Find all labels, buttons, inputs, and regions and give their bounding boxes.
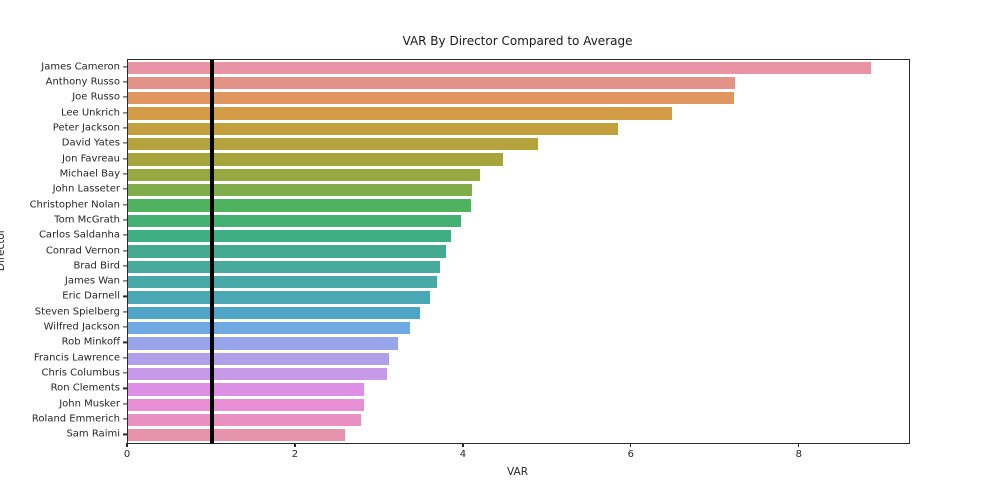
bar — [128, 306, 421, 319]
bar — [128, 291, 431, 304]
bar — [128, 383, 364, 396]
ytick-label: Peter Jackson — [52, 122, 120, 134]
ytick-mark — [123, 295, 127, 298]
bar — [128, 138, 538, 151]
ytick-mark — [123, 96, 127, 98]
bar — [128, 107, 673, 120]
ytick-mark — [123, 418, 127, 420]
ytick-mark — [123, 142, 127, 144]
ytick-mark — [123, 280, 127, 282]
ytick-label: Rob Minkoff — [61, 336, 120, 348]
xtick-mark — [126, 443, 128, 448]
ytick-mark — [123, 203, 127, 206]
ytick-mark — [123, 387, 127, 389]
ytick-label: David Yates — [61, 137, 120, 149]
bar — [128, 61, 872, 74]
ytick-label: John Lasseter — [52, 183, 120, 195]
bar — [128, 245, 447, 258]
ytick-label: Joe Russo — [72, 91, 120, 103]
ytick-label: Anthony Russo — [45, 76, 120, 88]
xtick-label: 0 — [123, 449, 131, 460]
bar — [128, 260, 440, 273]
ytick-label: Jon Favreau — [62, 153, 120, 165]
bar — [128, 122, 618, 136]
ytick-mark — [123, 326, 127, 328]
ytick-mark — [123, 341, 127, 343]
ytick-label: James Wan — [64, 275, 120, 287]
average-reference-line — [210, 60, 214, 443]
ytick-label: Brad Bird — [73, 260, 120, 272]
ytick-mark — [123, 188, 127, 190]
xtick-mark — [798, 443, 800, 448]
xtick-label: 6 — [627, 449, 635, 460]
chart-title: VAR By Director Compared to Average — [402, 34, 633, 48]
xtick-label: 2 — [291, 449, 299, 460]
bar — [128, 230, 452, 243]
x-axis-label: VAR — [507, 466, 528, 478]
bar — [128, 352, 390, 365]
ytick-mark — [123, 234, 127, 236]
ytick-label: Sam Raimi — [66, 428, 120, 440]
xtick-mark — [294, 443, 296, 448]
ytick-mark — [123, 265, 127, 267]
ytick-label: Roland Emmerich — [31, 413, 120, 425]
bar — [128, 429, 345, 442]
bar — [128, 321, 411, 335]
bar — [128, 398, 364, 411]
ytick-mark — [123, 433, 127, 435]
bar — [128, 367, 387, 381]
ytick-mark — [123, 157, 127, 160]
bar — [128, 153, 503, 166]
ytick-mark — [123, 112, 127, 114]
plot-area — [127, 59, 910, 444]
ytick-label: Michael Bay — [59, 168, 120, 180]
ytick-mark — [123, 81, 127, 83]
ytick-label: Wilfred Jackson — [43, 321, 120, 333]
ytick-label: Lee Unkrich — [60, 107, 120, 119]
bar — [128, 184, 473, 197]
ytick-label: Conrad Vernon — [45, 245, 120, 256]
xtick-mark — [462, 443, 464, 448]
bar — [128, 413, 361, 427]
ytick-mark — [123, 357, 127, 359]
bar — [128, 337, 398, 350]
xtick-mark — [630, 443, 632, 448]
bars-layer — [128, 60, 909, 443]
ytick-mark — [123, 173, 127, 175]
ytick-label: Carlos Saldanha — [38, 229, 120, 241]
xtick-label: 8 — [795, 449, 802, 460]
ytick-mark — [123, 66, 127, 68]
y-axis-label: Director — [0, 228, 7, 272]
ytick-label: Eric Darnell — [62, 290, 120, 302]
xtick-label: 4 — [459, 449, 467, 460]
ytick-label: Francis Lawrence — [33, 352, 120, 364]
bar — [128, 76, 736, 90]
ytick-mark — [123, 372, 127, 374]
ytick-label: James Cameron — [41, 61, 120, 73]
ytick-mark — [123, 249, 127, 252]
ytick-mark — [123, 403, 127, 405]
ytick-label: Christopher Nolan — [29, 199, 120, 211]
ytick-label: Steven Spielberg — [34, 306, 120, 318]
bar — [128, 168, 480, 182]
bar — [128, 92, 735, 105]
ytick-mark — [123, 127, 127, 129]
ytick-label: Ron Clements — [50, 382, 120, 394]
ytick-label: Tom McGrath — [54, 214, 120, 226]
bar — [128, 214, 461, 227]
bar — [128, 199, 472, 212]
ytick-mark — [123, 219, 127, 221]
ytick-label: John Musker — [59, 398, 120, 410]
ytick-label: Chris Columbus — [41, 367, 120, 379]
bar — [128, 276, 438, 289]
ytick-mark — [123, 311, 127, 313]
